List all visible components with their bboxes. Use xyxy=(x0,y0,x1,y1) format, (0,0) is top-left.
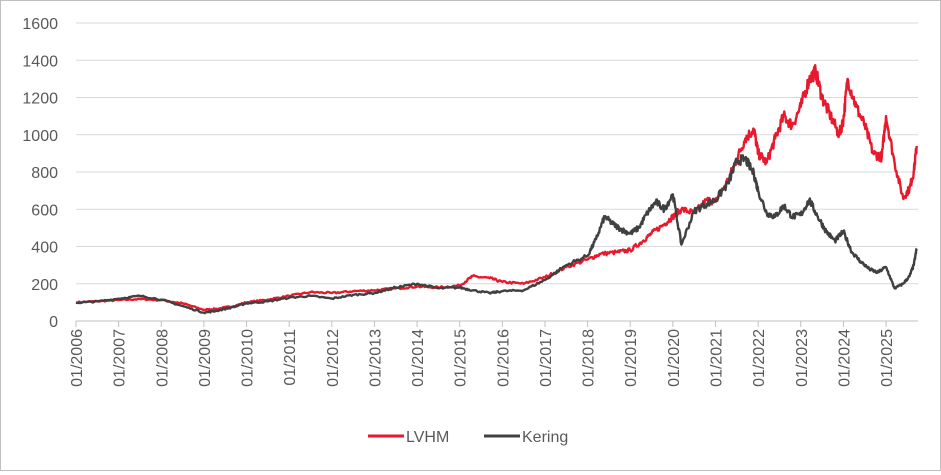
x-tick-label: 01/2022 xyxy=(751,329,768,387)
y-tick-label: 1000 xyxy=(22,128,58,145)
y-tick-label: 800 xyxy=(31,165,58,182)
y-tick-label: 1200 xyxy=(22,91,58,108)
y-axis-ticks: 0 200 400 600 800 1000 1200 1400 1600 xyxy=(22,16,58,331)
legend-label-kering: Kering xyxy=(522,429,568,446)
legend: LVHM Kering xyxy=(368,429,568,446)
x-tick-label: 01/2015 xyxy=(453,329,470,387)
x-tick-label: 01/2023 xyxy=(794,329,811,387)
x-tick-label: 01/2018 xyxy=(581,329,598,387)
series-line-lvhm xyxy=(75,64,918,312)
y-tick-label: 1600 xyxy=(22,16,58,33)
y-tick-label: 600 xyxy=(31,202,58,219)
grid-lines xyxy=(76,22,918,285)
x-tick-label: 01/2008 xyxy=(154,329,171,387)
y-tick-label: 1400 xyxy=(22,53,58,70)
legend-label-lvhm: LVHM xyxy=(406,429,449,446)
y-tick-label: 200 xyxy=(31,277,58,294)
x-tick-label: 01/2020 xyxy=(666,329,683,387)
x-tick-label: 01/2025 xyxy=(879,329,896,387)
y-tick-label: 400 xyxy=(31,240,58,257)
x-tick-label: 01/2019 xyxy=(623,329,640,387)
series-lines xyxy=(75,64,918,315)
x-tick-label: 01/2009 xyxy=(197,329,214,387)
x-tick-label: 01/2012 xyxy=(325,329,342,387)
x-tick-label: 01/2017 xyxy=(538,329,555,387)
x-tick-label: 01/2006 xyxy=(69,329,86,387)
x-tick-label: 01/2014 xyxy=(410,329,427,387)
x-tick-label: 01/2010 xyxy=(240,329,257,387)
series-line-kering xyxy=(76,154,918,315)
x-tick-label: 01/2024 xyxy=(836,329,853,387)
x-tick-label: 01/2011 xyxy=(282,329,299,386)
x-tick-label: 01/2016 xyxy=(495,329,512,387)
y-tick-label: 0 xyxy=(49,314,58,331)
x-axis: 01/2006 01/2007 01/2008 01/2009 01/2010 01/20… xyxy=(69,320,918,387)
x-tick-label: 01/2007 xyxy=(112,329,129,387)
x-tick-label: 01/2013 xyxy=(367,329,384,387)
x-tick-label: 01/2021 xyxy=(708,329,725,387)
